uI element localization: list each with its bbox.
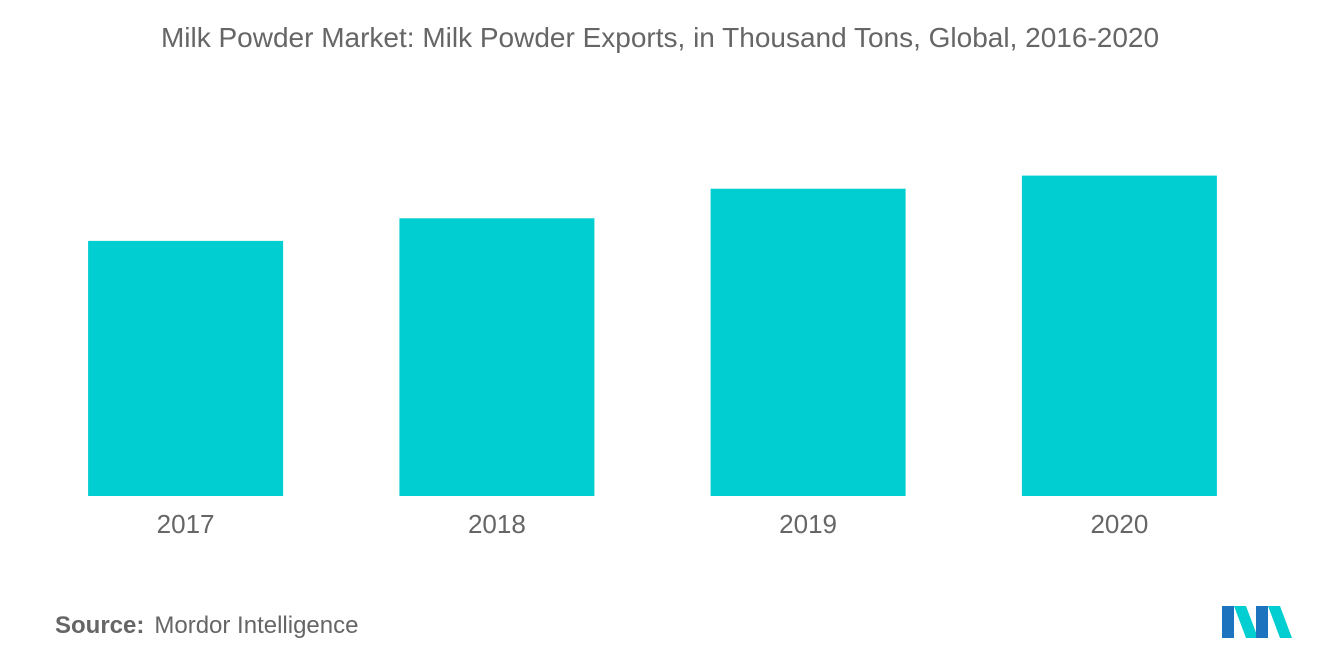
bars-group <box>88 175 1217 497</box>
source-text: Mordor Intelligence <box>154 612 359 639</box>
bar-2020 <box>1021 175 1217 496</box>
bar-2017 <box>88 240 284 496</box>
bar-2018 <box>399 218 595 497</box>
x-tick-label-2019: 2019 <box>779 509 837 539</box>
x-tick-label-2017: 2017 <box>157 509 215 539</box>
source-label: Source: <box>55 612 145 639</box>
chart-title: Milk Powder Market: Milk Powder Exports,… <box>160 22 1160 53</box>
source-note: Source: Mordor Intelligence <box>55 612 358 640</box>
x-tick-label-2018: 2018 <box>468 509 526 539</box>
bar-2019 <box>710 188 906 496</box>
mordor-intelligence-logo-icon <box>1222 600 1292 645</box>
x-axis-labels: 2017 2018 2019 2020 <box>157 509 1149 539</box>
x-tick-label-2020: 2020 <box>1090 509 1148 539</box>
